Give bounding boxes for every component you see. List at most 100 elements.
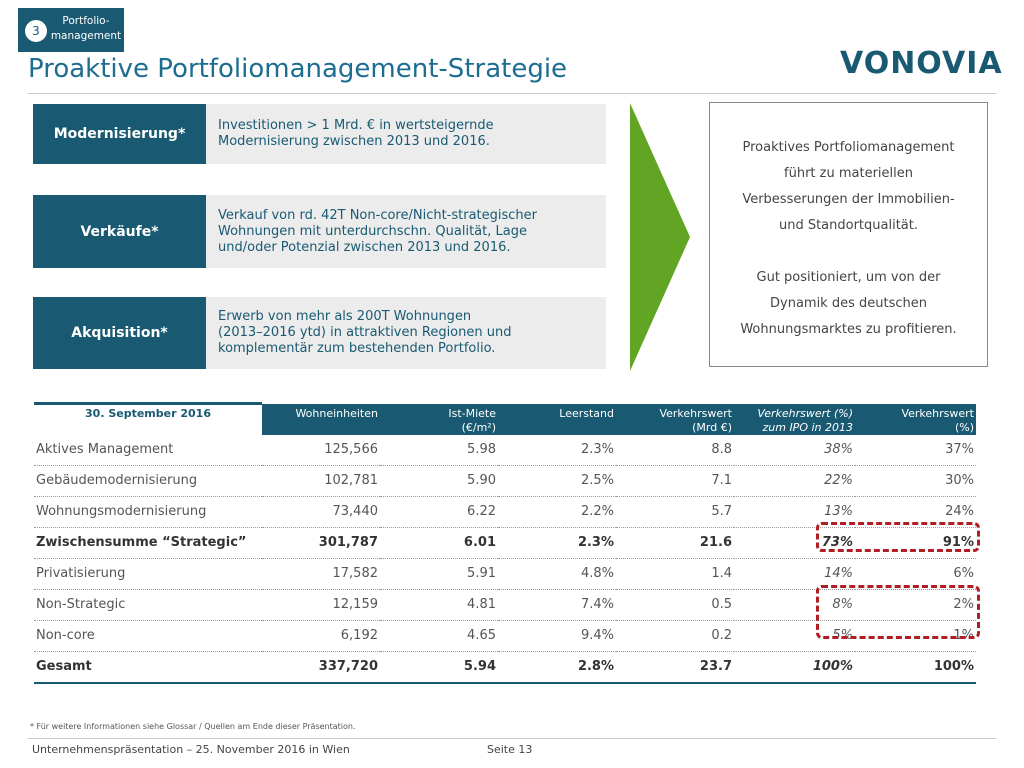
table-cell-value-ipo: 5%: [734, 620, 855, 652]
strategy-text-line: Investitionen > 1 Mrd. € in wertsteigern…: [218, 118, 494, 133]
table-header-units: Wohneinheiten: [262, 403, 380, 435]
table-cell-vacancy: 9.4%: [498, 620, 616, 652]
summary-line: Dynamik des deutschen: [770, 296, 927, 311]
footer-divider: [28, 738, 996, 739]
table-cell-value-ipo: 14%: [734, 558, 855, 590]
table-cell-units: 6,192: [262, 620, 380, 652]
table-row: Gebäudemodernisierung 102,781 5.90 2.5% 7.1 2…: [34, 465, 976, 497]
table-header-rent: Ist-Miete (€/m²): [380, 403, 498, 435]
table-cell-rent: 6.22: [380, 496, 498, 528]
table-header-value: Verkehrswert (Mrd €): [616, 403, 734, 435]
strategy-text-line: Modernisierung zwischen 2013 und 2016.: [218, 134, 490, 149]
table-cell-vacancy: 7.4%: [498, 589, 616, 621]
section-label-line-2: management: [50, 30, 122, 42]
table-cell-units: 73,440: [262, 496, 380, 528]
table-cell-value-pct: 100%: [855, 651, 976, 684]
summary-line: führt zu materiellen: [784, 166, 913, 181]
section-tag: 3 Portfolio- management: [18, 8, 124, 52]
vonovia-logo: VONOVIA: [840, 46, 1003, 81]
table-row: Privatisierung 17,582 5.91 4.8% 1.4 14% 6%: [34, 558, 976, 590]
table-cell-rent: 6.01: [380, 527, 498, 559]
strategy-text-line: Verkauf von rd. 42T Non-core/Nicht-strat…: [218, 207, 538, 223]
table-cell-value-pct: 30%: [855, 465, 976, 497]
table-cell-name: Aktives Management: [34, 434, 262, 466]
table-header-date: 30. September 2016: [34, 402, 262, 435]
table-cell-value: 0.2: [616, 620, 734, 652]
table-cell-name: Wohnungsmodernisierung: [34, 496, 262, 528]
footer-page-number: Seite 13: [487, 743, 533, 756]
strategy-text-line: und/oder Potenzial zwischen 2013 und 201…: [218, 239, 511, 255]
strategy-text-line: Wohnungen mit unterdurchschn. Qualität, …: [218, 223, 527, 239]
summary-line: und Standortqualität.: [778, 218, 919, 233]
table-header-vacancy: Leerstand: [498, 403, 616, 435]
table-cell-rent: 5.91: [380, 558, 498, 590]
table-cell-value: 8.8: [616, 434, 734, 466]
strategy-label-verkaeufe: Verkäufe*: [33, 195, 206, 268]
footer-presentation-info: Unternehmenspräsentation – 25. November …: [32, 743, 350, 756]
table-cell-name: Gesamt: [34, 651, 262, 684]
table-cell-vacancy: 2.3%: [498, 527, 616, 559]
table-cell-value: 23.7: [616, 651, 734, 684]
table-cell-vacancy: 2.2%: [498, 496, 616, 528]
section-label-line-1: Portfolio-: [62, 15, 110, 27]
summary-line: Wohnungsmarktes zu profitieren.: [740, 322, 957, 337]
table-cell-value-pct: 91%: [855, 527, 976, 559]
table-cell-units: 12,159: [262, 589, 380, 621]
table-cell-value-pct: 1%: [855, 620, 976, 652]
summary-line: Gut positioniert, um von der: [756, 270, 941, 285]
table-cell-units: 337,720: [262, 651, 380, 684]
strategy-label-modernisierung: Modernisierung*: [33, 104, 206, 164]
table-cell-value-ipo: 22%: [734, 465, 855, 497]
table-cell-vacancy: 4.8%: [498, 558, 616, 590]
summary-line: Proaktives Portfoliomanagement: [742, 140, 955, 155]
strategy-text-akquisition: Erwerb von mehr als 200T Wohnungen (2013…: [206, 297, 606, 369]
table-cell-rent: 5.98: [380, 434, 498, 466]
table-cell-name: Zwischensumme “Strategic”: [34, 527, 262, 559]
summary-box: Proaktives Portfoliomanagement führt zu …: [709, 102, 988, 367]
table-cell-rent: 5.94: [380, 651, 498, 684]
table-row: Non-Strategic 12,159 4.81 7.4% 0.5 8% 2%: [34, 589, 976, 621]
table-cell-value: 5.7: [616, 496, 734, 528]
table-row: Aktives Management 125,566 5.98 2.3% 8.8 38% 3…: [34, 434, 976, 466]
section-label: Portfolio- management: [48, 14, 124, 44]
page-title: Proaktive Portfoliomanagement-Strategie: [28, 54, 568, 84]
table-cell-value: 0.5: [616, 589, 734, 621]
table-cell-name: Non-Strategic: [34, 589, 262, 621]
table-cell-vacancy: 2.5%: [498, 465, 616, 497]
table-row: Zwischensumme “Strategic” 301,787 6.01 2.3%…: [34, 527, 976, 559]
table-cell-rent: 5.90: [380, 465, 498, 497]
table-cell-value-pct: 2%: [855, 589, 976, 621]
table-header-value-pct: Verkehrswert (%): [855, 403, 976, 435]
green-chevron-arrow-icon: [630, 103, 690, 371]
table-cell-value-ipo: 100%: [734, 651, 855, 684]
table-row: Non-core 6,192 4.65 9.4% 0.2 5% 1%: [34, 620, 976, 652]
strategy-label-akquisition: Akquisition*: [33, 297, 206, 369]
table-cell-value-ipo: 38%: [734, 434, 855, 466]
table-cell-value-pct: 6%: [855, 558, 976, 590]
table-cell-vacancy: 2.8%: [498, 651, 616, 684]
strategy-text-line: Erwerb von mehr als 200T Wohnungen: [218, 309, 472, 324]
table-row: Gesamt 337,720 5.94 2.8% 23.7 100% 100%: [34, 651, 976, 684]
table-cell-units: 301,787: [262, 527, 380, 559]
table-cell-value: 21.6: [616, 527, 734, 559]
table-cell-rent: 4.81: [380, 589, 498, 621]
footnote: * Für weitere Informationen siehe Glossa…: [30, 722, 356, 731]
summary-line: Verbesserungen der Immobilien-: [742, 192, 955, 207]
section-number-badge: 3: [24, 19, 48, 43]
table-cell-name: Gebäudemodernisierung: [34, 465, 262, 497]
table-cell-value: 1.4: [616, 558, 734, 590]
strategy-text-modernisierung: Investitionen > 1 Mrd. € in wertsteigern…: [206, 104, 606, 164]
strategy-text-line: (2013–2016 ytd) in attraktiven Regionen …: [218, 325, 512, 340]
portfolio-table: 30. September 2016 Wohneinheiten Ist-Mie…: [34, 402, 976, 684]
highlight-strategic-subtotal: [816, 522, 980, 552]
table-cell-value-ipo: 8%: [734, 589, 855, 621]
table-header-row: 30. September 2016 Wohneinheiten Ist-Mie…: [34, 402, 976, 435]
table-cell-units: 102,781: [262, 465, 380, 497]
table-cell-name: Privatisierung: [34, 558, 262, 590]
table-cell-rent: 4.65: [380, 620, 498, 652]
table-cell-vacancy: 2.3%: [498, 434, 616, 466]
table-cell-value-pct: 37%: [855, 434, 976, 466]
table-cell-units: 17,582: [262, 558, 380, 590]
table-cell-value: 7.1: [616, 465, 734, 497]
table-header-value-ipo: Verkehrswert (%) zum IPO in 2013: [734, 403, 855, 435]
